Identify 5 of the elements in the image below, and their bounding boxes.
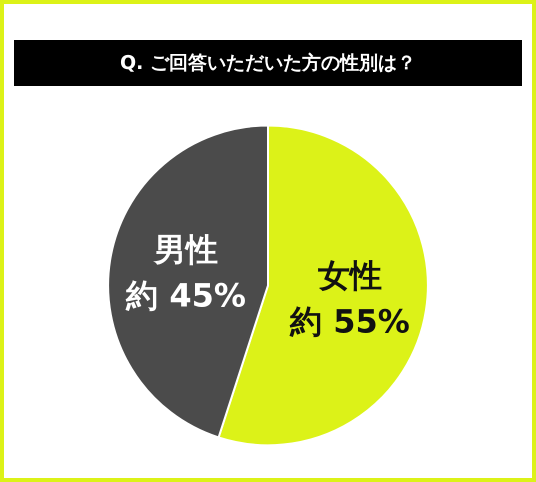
slice-label: 男性	[153, 230, 218, 268]
data-label: 約 55%	[289, 302, 410, 340]
data-label: 約 45%	[125, 276, 246, 314]
chart-title: Q. ご回答いただいた方の性別は？	[14, 40, 522, 86]
slice-label: 女性	[316, 256, 382, 294]
